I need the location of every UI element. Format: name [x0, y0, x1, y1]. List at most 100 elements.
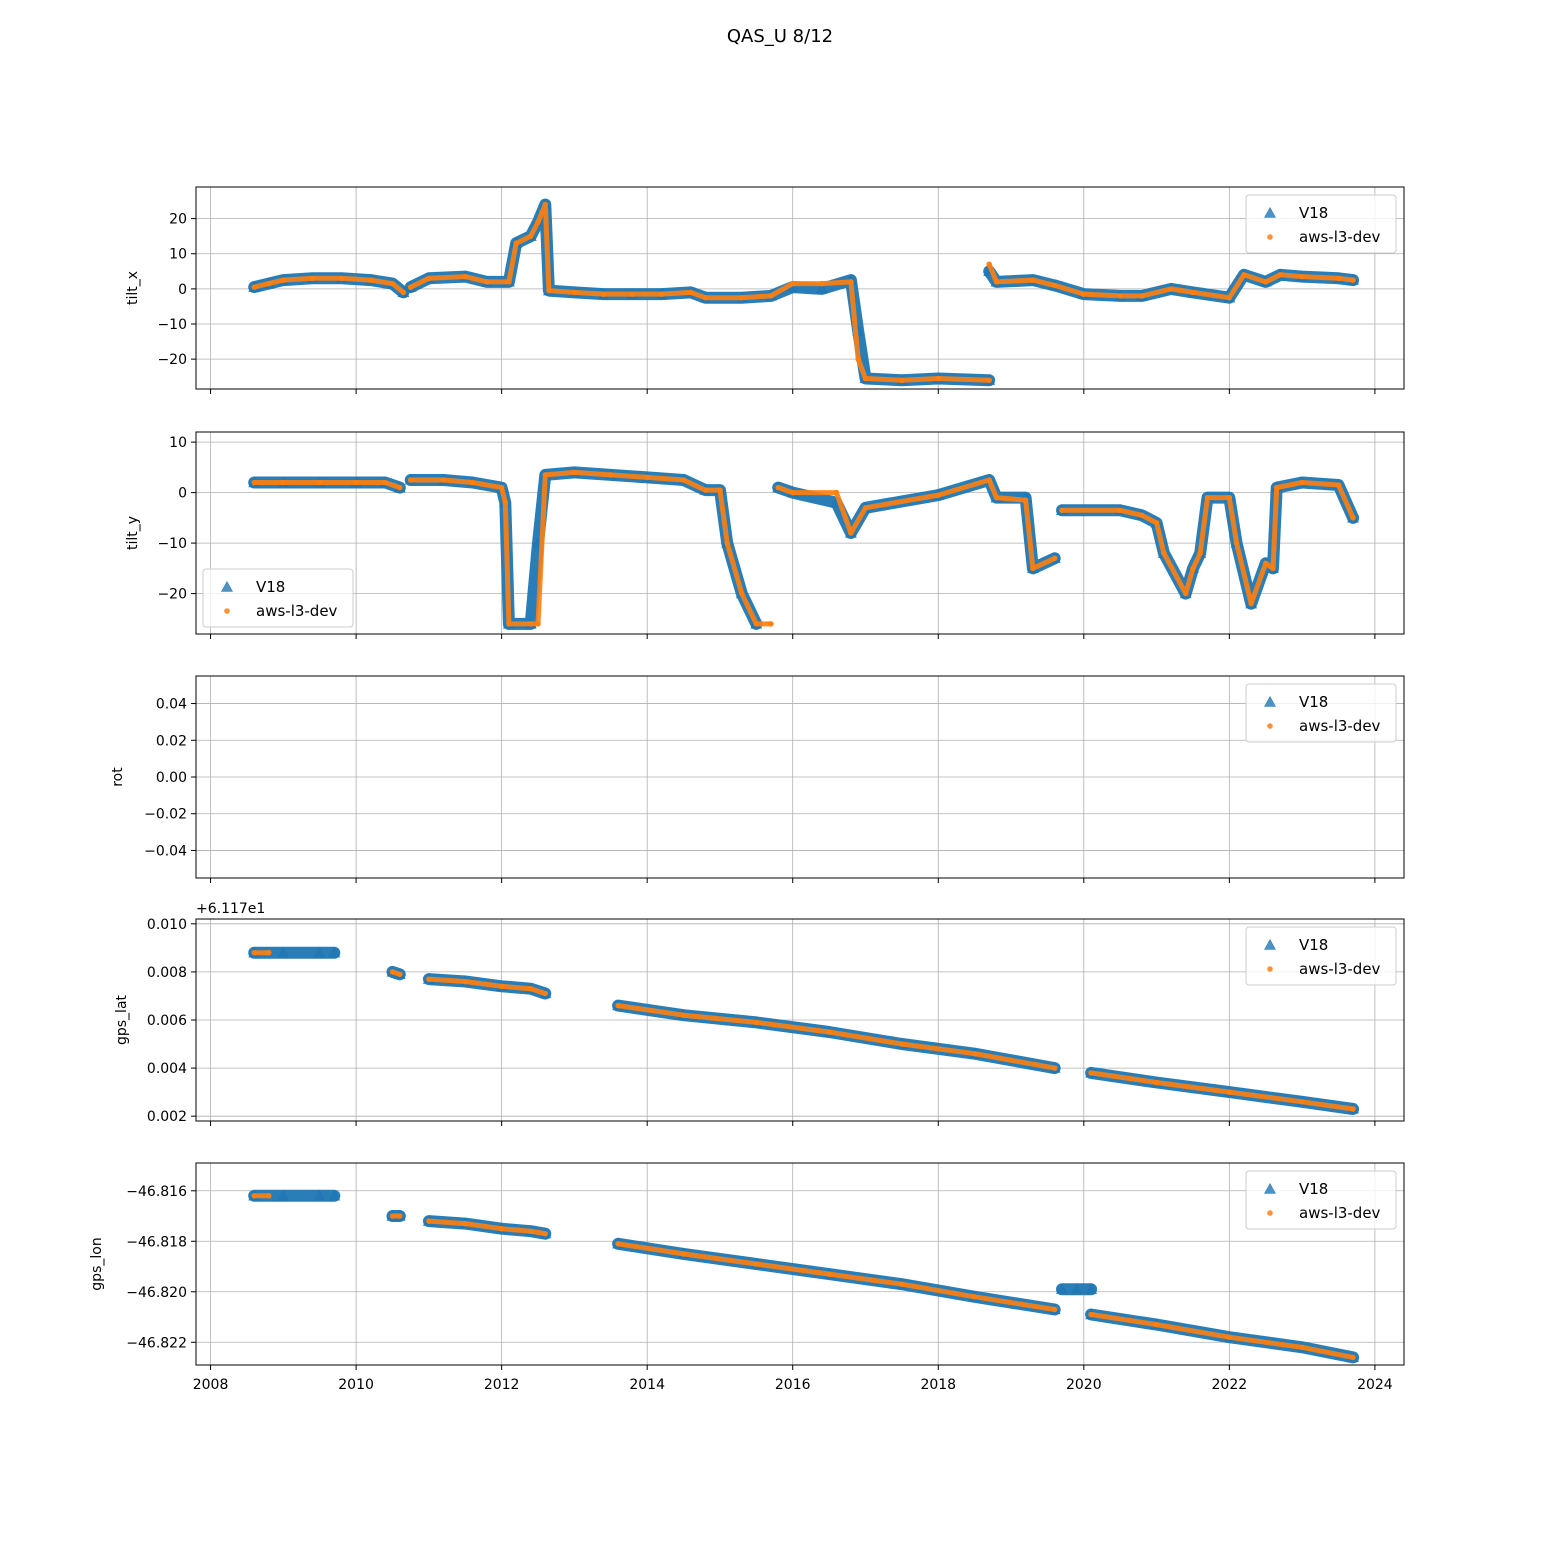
dev-point	[316, 479, 323, 486]
dev-point	[855, 356, 862, 362]
dev-point	[1081, 291, 1087, 297]
dev-point	[826, 1271, 832, 1277]
dev-point	[542, 201, 549, 208]
dev-point	[768, 621, 774, 627]
dev-point	[1335, 275, 1342, 282]
dev-point	[768, 293, 774, 299]
dev-point	[338, 275, 345, 282]
dev-point	[1273, 484, 1280, 491]
dev-point	[542, 1230, 549, 1237]
dev-point	[1241, 272, 1247, 278]
y-tick-label: 0.002	[147, 1109, 187, 1125]
x-tick-label: 2018	[920, 1377, 956, 1393]
legend-dev-marker	[224, 608, 230, 614]
dev-point	[1139, 293, 1145, 299]
panel-gps_lon: 2008 2010 2012 2014 2016 2018 2020 2022 2024 −46.…	[89, 1162, 1405, 1393]
y-axis-label: rot	[110, 767, 126, 787]
y-tick-label: 0.010	[147, 917, 187, 933]
dev-point	[280, 479, 287, 486]
dev-point	[1204, 494, 1211, 501]
dev-point	[382, 479, 389, 486]
dev-point	[971, 1294, 978, 1300]
dev-point	[644, 474, 650, 481]
dev-point	[1117, 507, 1123, 514]
dev-point	[1190, 289, 1196, 296]
dev-point	[542, 472, 549, 478]
dev-point	[527, 985, 534, 992]
dev-point	[629, 291, 636, 297]
dev-series-band	[1088, 1070, 1356, 1112]
dev-point	[1350, 1354, 1356, 1361]
legend-box	[1245, 926, 1397, 986]
dev-point	[407, 284, 414, 290]
dev-point	[1270, 565, 1276, 572]
dev-point	[535, 621, 541, 627]
dev-point	[935, 375, 942, 382]
dev-point	[702, 294, 709, 301]
y-tick-label: −20	[157, 352, 187, 368]
x-tick-label: 2024	[1357, 1377, 1393, 1393]
dev-point	[462, 978, 469, 985]
dev-point	[1182, 590, 1189, 597]
dev-point	[1248, 600, 1254, 607]
dev-point	[280, 277, 287, 283]
dev-point	[1088, 1070, 1094, 1076]
dev-point	[935, 492, 942, 498]
legend: V18 aws-l3-dev	[1245, 926, 1397, 986]
dev-point	[1161, 550, 1167, 556]
legend: V18 aws-l3-dev	[1245, 1170, 1397, 1230]
y-axis-label: gps_lon	[89, 1237, 105, 1290]
dev-point	[1139, 512, 1145, 519]
dev-point	[1051, 555, 1058, 562]
dev-point	[251, 949, 258, 956]
dev-point	[426, 976, 432, 982]
y-tick-label: 0.004	[147, 1061, 187, 1077]
y-axis-label: tilt_x	[125, 271, 141, 305]
dev-point	[506, 621, 512, 627]
legend: V18 aws-l3-dev	[1245, 683, 1397, 743]
dev-point	[986, 261, 993, 268]
x-tick-label: 2008	[193, 1377, 229, 1393]
dev-point	[484, 279, 490, 285]
dev-series-band	[986, 261, 1356, 301]
x-tick-label: 2014	[629, 1377, 665, 1393]
dev-point	[506, 279, 512, 285]
y-tick-label: −10	[157, 317, 187, 333]
dev-point	[680, 477, 687, 483]
dev-point	[600, 291, 607, 297]
dev-point	[833, 489, 840, 496]
dev-point	[615, 1002, 621, 1009]
panel-tilt_y: 10 0 −10 −20 tilt_y V18 aws-l3-dev	[125, 431, 1405, 639]
dev-point	[1153, 1079, 1160, 1086]
legend-dev-marker	[1267, 966, 1273, 972]
dev-point	[513, 240, 519, 247]
dev-point	[1153, 520, 1160, 526]
dev-point	[986, 477, 993, 483]
legend-v18-marker	[1263, 1182, 1277, 1194]
dev-point	[462, 1220, 469, 1227]
legend-box	[1245, 194, 1397, 254]
dev-point	[1226, 294, 1233, 301]
data-layer	[248, 946, 1360, 1115]
y-axis-label: gps_lat	[114, 994, 130, 1045]
dev-point	[899, 1041, 905, 1047]
dev-point	[971, 1050, 978, 1057]
dev-point	[848, 279, 854, 285]
dev-point	[389, 1213, 396, 1219]
dev-point	[1299, 273, 1305, 280]
y-axis-label: tilt_y	[125, 516, 141, 550]
dev-point	[502, 499, 509, 506]
dev-point	[899, 377, 905, 384]
dev-point	[251, 1193, 258, 1199]
y-tick-label: 0.04	[156, 697, 187, 713]
dev-point	[498, 983, 505, 990]
dev-point	[426, 275, 432, 282]
v18-point	[313, 946, 326, 958]
legend-label: V18	[1299, 204, 1328, 222]
y-tick-label: −0.04	[144, 843, 187, 859]
dev-point	[688, 289, 694, 296]
x-tick-label: 2010	[338, 1377, 374, 1393]
dev-point	[462, 273, 469, 280]
dev-point	[1226, 1334, 1233, 1341]
dev-point	[1226, 1089, 1233, 1095]
